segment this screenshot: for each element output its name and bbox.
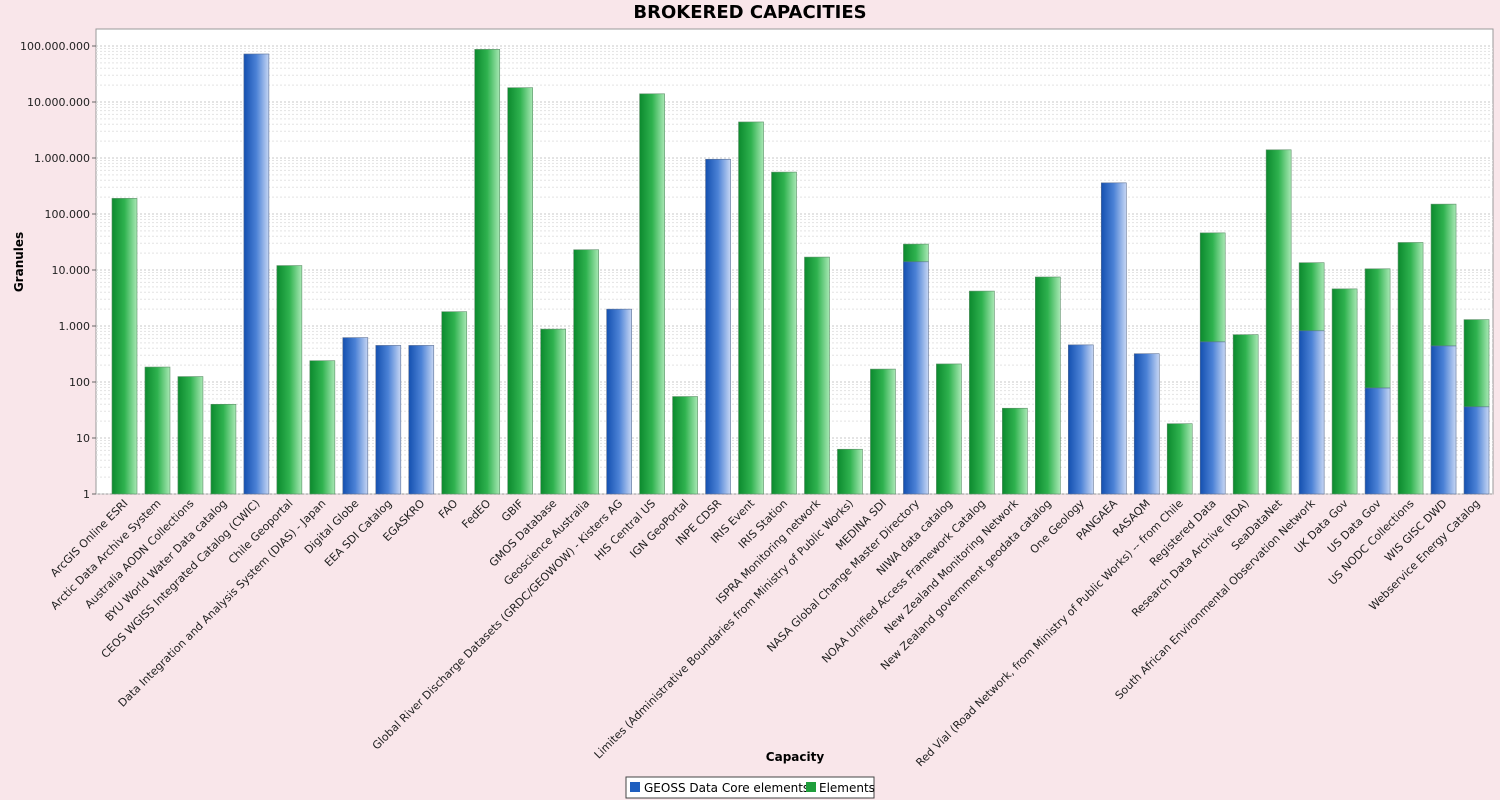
bar-core: [1133, 353, 1160, 495]
bar-elements: [1397, 242, 1424, 495]
y-tick-label: 10.000: [52, 264, 91, 277]
legend-swatch-geoss: [630, 782, 640, 792]
bar-elements: [507, 87, 534, 495]
bar-core: [1430, 345, 1457, 495]
bar-elements: [111, 198, 138, 495]
bar-core: [1364, 387, 1391, 495]
chart-title: BROKERED CAPACITIES: [633, 2, 866, 23]
x-axis-title: Capacity: [766, 750, 825, 764]
bar-elements: [1430, 203, 1457, 347]
legend-label-geoss: GEOSS Data Core elements: [644, 781, 809, 795]
bar-elements: [672, 396, 698, 495]
bar-core: [1067, 344, 1094, 495]
bar-elements: [870, 368, 896, 495]
bar-elements: [210, 403, 237, 495]
x-category-label: Global River Discharge Datasets (GRDC/GE…: [370, 497, 625, 752]
bar-elements: [969, 290, 995, 495]
y-axis-title: Granules: [12, 232, 26, 292]
x-category-label: IGN GeoPortal: [627, 497, 691, 561]
bar-elements: [177, 376, 204, 495]
legend-swatch-elements: [806, 782, 816, 792]
legend-label-elements: Elements: [819, 781, 875, 795]
bar-elements: [1331, 288, 1358, 495]
bar-elements: [1298, 262, 1325, 332]
bar-core: [705, 158, 731, 495]
bar-elements: [441, 311, 468, 495]
bar-elements: [1166, 423, 1193, 495]
bar-elements: [936, 363, 962, 495]
bar-elements: [804, 256, 830, 495]
bar-core: [1199, 341, 1226, 495]
bar-elements: [573, 249, 599, 495]
y-tick-label: 1: [83, 488, 90, 501]
bar-elements: [144, 366, 171, 495]
y-tick-label: 100.000: [45, 208, 91, 221]
bar-elements: [1232, 334, 1259, 495]
bar-core: [342, 337, 369, 495]
bar-elements: [309, 360, 336, 495]
x-category-label: NASA Global Change Master Directory: [764, 497, 922, 655]
bar-core: [375, 345, 402, 495]
bar-elements: [1035, 276, 1061, 495]
x-category-label: GBIF: [499, 497, 526, 524]
bar-core: [1463, 406, 1490, 495]
bar-elements: [474, 49, 501, 495]
y-tick-label: 10: [76, 432, 90, 445]
bar-core: [243, 53, 270, 495]
bar-elements: [1199, 232, 1226, 343]
y-tick-label: 100.000.000: [20, 40, 90, 53]
bar-core: [606, 308, 632, 495]
bar-core: [903, 261, 929, 495]
bar-elements: [903, 243, 929, 263]
y-axis-ticks: 1 10 100 1.000 10.000 100.000 1.000.000 10.000.…: [20, 40, 96, 501]
bar-elements: [738, 121, 764, 495]
x-category-label: FedEO: [459, 497, 493, 531]
bar-elements: [1265, 149, 1292, 495]
bar-elements: [771, 171, 797, 495]
bar-elements: [1364, 268, 1391, 389]
bar-core: [1298, 330, 1325, 495]
bar-elements: [1002, 407, 1028, 495]
bar-elements: [540, 328, 566, 495]
bar-elements: [639, 93, 665, 495]
y-tick-label: 1.000: [59, 320, 91, 333]
y-tick-label: 10.000.000: [27, 96, 90, 109]
bars: [111, 49, 1490, 495]
y-tick-label: 1.000.000: [34, 152, 90, 165]
bar-core: [1100, 182, 1127, 495]
bar-elements: [837, 448, 863, 495]
x-category-label: FAO: [436, 497, 461, 522]
bar-elements: [1463, 319, 1490, 408]
y-tick-label: 100: [69, 376, 90, 389]
bar-core: [408, 345, 435, 495]
legend: GEOSS Data Core elements Elements: [625, 776, 875, 799]
bar-elements: [276, 265, 303, 495]
